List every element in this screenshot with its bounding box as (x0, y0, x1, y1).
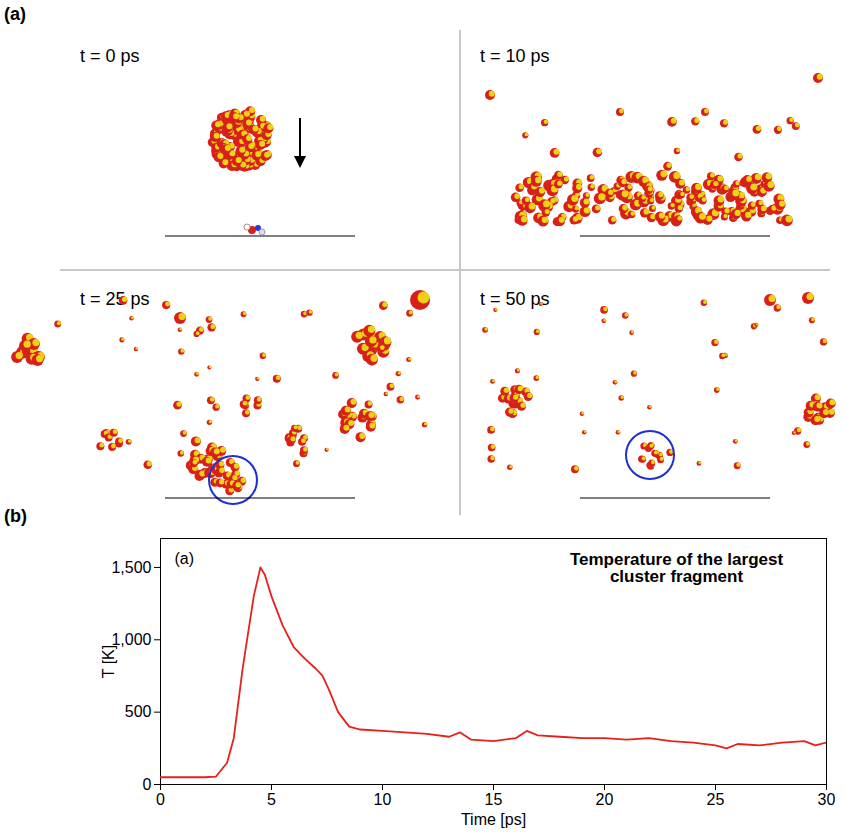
svg-text:25: 25 (707, 791, 725, 808)
svg-text:10: 10 (374, 791, 392, 808)
svg-text:5: 5 (267, 791, 276, 808)
svg-text:500: 500 (125, 703, 152, 720)
svg-text:t = 25 ps: t = 25 ps (80, 289, 150, 309)
svg-text:20: 20 (596, 791, 614, 808)
svg-text:T [K]: T [K] (100, 645, 117, 679)
svg-text:0: 0 (156, 791, 165, 808)
svg-text:1,000: 1,000 (111, 631, 151, 648)
svg-text:t = 0 ps: t = 0 ps (80, 46, 140, 66)
svg-text:30: 30 (818, 791, 836, 808)
svg-text:(a): (a) (4, 4, 26, 24)
svg-text:t = 10 ps: t = 10 ps (480, 46, 550, 66)
svg-text:Time [ps]: Time [ps] (461, 811, 526, 828)
svg-text:0: 0 (143, 776, 152, 793)
svg-text:(b): (b) (4, 506, 27, 526)
svg-text:Temperature of the largestclus: Temperature of the largestcluster fragme… (570, 550, 784, 586)
svg-text:(a): (a) (175, 550, 195, 567)
svg-text:1,500: 1,500 (111, 559, 151, 576)
svg-text:t = 50 ps: t = 50 ps (480, 289, 550, 309)
svg-text:15: 15 (485, 791, 503, 808)
